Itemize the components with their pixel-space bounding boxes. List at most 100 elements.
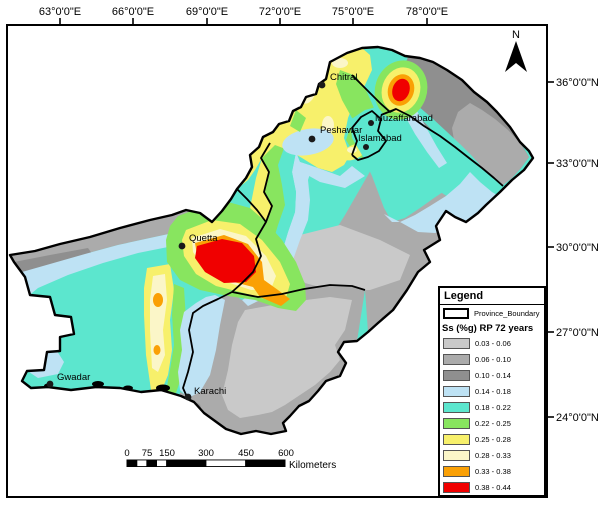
legend-swatch [443,353,470,365]
legend-swatch [443,417,470,429]
legend-class-row: 0.03 - 0.06 [440,335,544,351]
city-label-karachi: Karachi [194,386,226,397]
legend-class-label: 0.18 - 0.22 [475,402,511,412]
city-dot-chitral [318,81,326,89]
boundary-sindh-balochistan [182,291,233,398]
zone-hotspot-ne [392,78,410,102]
legend-class-row: 0.22 - 0.25 [440,415,544,431]
city-label-quetta: Quetta [189,233,218,244]
province-boundaries [182,74,504,398]
city-markers: Chitral Peshawar Muzaffarabad Islamabad … [46,72,433,401]
axis-right: 36°0'0"N 33°0'0"N 30°0'0"N 27°0'0"N 24°0… [547,77,599,424]
axis-label-lon: 78°0'0"E [406,6,448,18]
hazard-zones [10,47,533,434]
scale-tick-label: 300 [198,448,214,459]
city-dot-peshawar [308,135,316,143]
legend-class-row: 0.10 - 0.14 [440,367,544,383]
zone [153,345,161,355]
axis-label-lat: 27°0'0"N [556,327,599,339]
zone [222,297,352,418]
pakistan-outline [8,45,535,436]
axis-label-lon: 66°0'0"E [112,6,154,18]
zone-hotspot-quetta [195,239,256,283]
zone [153,293,163,307]
zone [14,248,95,274]
scale-bar: 0 75 150 300 450 600 Kilometers [124,448,336,471]
axis-label-lat: 33°0'0"N [556,158,599,170]
north-arrow-icon [505,41,527,72]
scale-tick-label: 150 [159,448,175,459]
legend-class-label: 0.33 - 0.38 [475,466,511,476]
legend-swatch [443,449,470,461]
zone [300,162,365,188]
legend-class-label: 0.14 - 0.18 [475,386,511,396]
city-label-muzaffarabad: Muzaffarabad [375,113,433,124]
legend-class-row: 0.14 - 0.18 [440,383,544,399]
legend-class-label: 0.10 - 0.14 [475,370,511,380]
coast-headland [92,381,104,387]
province-boundary-label: Province_Boundary [474,309,540,318]
city-dot-karachi [184,393,192,401]
zone [332,58,348,68]
axis-label-lon: 69°0'0"E [186,6,228,18]
zone [322,116,334,134]
scale-tick-label: 450 [238,448,254,459]
city-label-peshawar: Peshawar [320,125,362,136]
axis-label-lat: 30°0'0"N [556,242,599,254]
axis-top: 63°0'0"E 66°0'0"E 69°0'0"E 72°0'0"E 75°0… [39,6,448,25]
boundary-punjab-sindh [231,284,366,298]
zone [242,152,315,306]
legend-layer-title: Ss (%g) RP 72 years [442,323,534,334]
north-arrow-label: N [512,29,520,41]
boundary-balochistan-kp [236,188,267,223]
legend-class-label: 0.22 - 0.25 [475,418,511,428]
legend-class-label: 0.06 - 0.10 [475,354,511,364]
zone [290,110,306,132]
legend-class-row: 0.18 - 0.22 [440,399,544,415]
legend-class-row: 0.06 - 0.10 [440,351,544,367]
legend-class-row: 0.33 - 0.38 [440,463,544,479]
zone [290,225,410,290]
zone [282,128,334,156]
zone [178,295,225,398]
zone [350,106,468,222]
scale-bar-segment [136,459,148,467]
city-label-islamabad: Islamabad [358,133,402,144]
legend-swatch [443,369,470,381]
scale-unit-label: Kilometers [289,460,336,471]
axis-label-lon: 63°0'0"E [39,6,81,18]
city-dot-quetta [178,242,186,250]
legend-class-row: 0.25 - 0.28 [440,431,544,447]
legend-class-row: 0.28 - 0.33 [440,447,544,463]
zone [452,103,529,185]
boundary-ajk [351,110,387,161]
zone [232,143,285,296]
legend-swatch [443,385,470,397]
axis-label-lon: 72°0'0"E [259,6,301,18]
boundary-loc [380,108,504,187]
legend-swatch [443,401,470,413]
legend-swatch [443,433,470,445]
scale-tick-label: 75 [142,448,153,459]
boundary-gb-kp [351,74,397,113]
axis-label-lat: 24°0'0"N [556,412,599,424]
legend-class-label: 0.28 - 0.33 [475,450,511,460]
legend-boundary-row: Province_Boundary [440,305,544,322]
scale-tick-label: 600 [278,448,294,459]
north-arrow: N [505,29,527,72]
zone [412,106,480,171]
scale-bar-segment [205,459,246,467]
legend-swatch [443,465,470,477]
zone [347,147,357,153]
scale-tick-label: 0 [124,448,129,459]
axis-label-lon: 75°0'0"E [332,6,374,18]
legend-class-label: 0.03 - 0.06 [475,338,511,348]
legend-class-label: 0.38 - 0.44 [475,482,511,492]
city-dot-muzaffarabad [368,120,374,126]
city-dot-gwadar [46,380,54,388]
legend-swatch [443,481,470,493]
city-label-chitral: Chitral [330,72,357,83]
city-dot-islamabad [363,144,369,150]
